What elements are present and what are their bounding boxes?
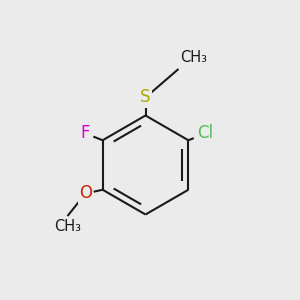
Text: F: F	[81, 124, 90, 142]
Text: Cl: Cl	[197, 124, 214, 142]
Text: S: S	[140, 88, 151, 106]
Text: CH₃: CH₃	[180, 50, 207, 64]
Text: O: O	[79, 184, 92, 202]
Text: CH₃: CH₃	[54, 219, 81, 234]
